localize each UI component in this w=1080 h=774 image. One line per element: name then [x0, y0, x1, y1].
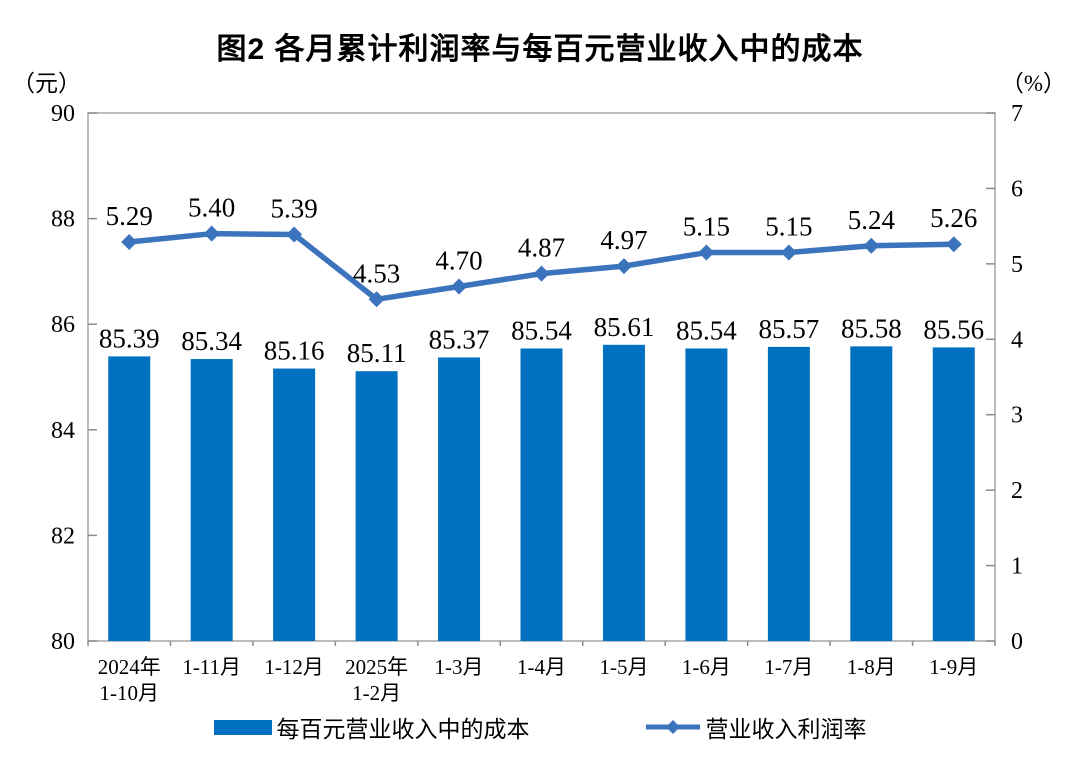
legend: 每百元营业收入中的成本 营业收入利润率 — [0, 710, 1080, 744]
line-marker-diamond — [203, 225, 220, 242]
line-marker-diamond — [121, 233, 138, 250]
line-value-label: 5.24 — [848, 205, 896, 235]
right-axis-tick-label: 7 — [1011, 101, 1023, 127]
line-marker-diamond — [698, 244, 715, 261]
left-axis-tick-label: 84 — [51, 418, 75, 444]
line-marker-diamond — [945, 236, 962, 253]
line-value-label: 4.87 — [518, 233, 565, 263]
x-category-label: 1-10月 — [99, 681, 159, 705]
right-axis-tick-label: 4 — [1011, 327, 1023, 353]
x-category-label: 1-9月 — [929, 655, 978, 679]
line-value-label: 5.15 — [683, 212, 730, 242]
right-axis-tick-label: 3 — [1011, 403, 1023, 429]
right-axis-unit-label: （%） — [1000, 71, 1066, 96]
left-axis-tick-label: 88 — [51, 207, 75, 233]
bar-value-label: 85.37 — [429, 324, 490, 354]
chart-title: 图2 各月累计利润率与每百元营业收入中的成本 — [216, 33, 864, 66]
right-axis-tick-label: 1 — [1011, 554, 1023, 580]
bar-value-label: 85.56 — [923, 314, 984, 344]
bar-value-label: 85.54 — [676, 315, 737, 345]
x-category-label: 1-5月 — [599, 655, 648, 679]
line-marker-diamond — [368, 291, 385, 308]
x-category-label: 1-11月 — [182, 655, 241, 679]
line-marker-diamond — [780, 244, 797, 261]
bar-value-label: 85.39 — [99, 323, 160, 353]
bar-value-label: 85.57 — [758, 314, 819, 344]
line-value-label: 5.40 — [188, 193, 235, 223]
legend-label-cost: 每百元营业收入中的成本 — [276, 717, 530, 742]
line-marker-diamond — [615, 258, 632, 275]
bar — [850, 346, 893, 641]
bar-value-label: 85.34 — [181, 326, 242, 356]
bar-value-label: 85.54 — [511, 315, 572, 345]
x-category-label: 1-7月 — [764, 655, 813, 679]
right-axis-tick-label: 6 — [1011, 176, 1023, 202]
left-axis-tick-label: 86 — [51, 312, 75, 338]
right-axis-tick-label: 5 — [1011, 252, 1023, 278]
line-value-label: 4.70 — [435, 245, 482, 275]
bar — [932, 347, 975, 641]
line-value-label: 5.15 — [765, 212, 812, 242]
bar — [355, 371, 398, 641]
left-axis-unit-label: （元） — [12, 71, 81, 96]
legend-bar-swatch-icon — [213, 719, 272, 735]
bar — [685, 348, 728, 641]
bar-value-label: 85.16 — [264, 336, 325, 366]
bar — [602, 344, 645, 641]
line-value-label: 5.26 — [930, 203, 977, 233]
x-category-label: 1-6月 — [682, 655, 731, 679]
x-category-label: 2025年 — [345, 655, 408, 679]
left-axis-tick-label: 82 — [51, 523, 75, 549]
bar — [438, 357, 481, 641]
right-axis-tick-label: 0 — [1011, 629, 1023, 655]
x-category-label: 1-12月 — [264, 655, 324, 679]
line-value-label: 5.39 — [271, 193, 318, 223]
line-value-label: 4.97 — [600, 225, 647, 255]
line-marker-diamond — [533, 265, 550, 282]
legend-item-cost: 每百元营业收入中的成本 — [213, 710, 530, 744]
x-category-label: 1-8月 — [847, 655, 896, 679]
x-category-label: 2024年 — [98, 655, 161, 679]
line-marker-diamond — [286, 226, 303, 243]
line-marker-diamond — [863, 237, 880, 254]
left-axis-tick-label: 80 — [51, 629, 75, 655]
line-marker-diamond — [451, 278, 468, 295]
bar — [108, 356, 151, 641]
x-category-label: 1-4月 — [517, 655, 566, 679]
bar — [190, 359, 233, 641]
bar-value-label: 85.61 — [594, 312, 655, 342]
right-axis-tick-label: 2 — [1011, 478, 1023, 504]
bar — [520, 348, 563, 641]
legend-line-swatch-icon — [645, 720, 700, 734]
x-category-label: 1-3月 — [435, 655, 484, 679]
left-axis-tick-label: 90 — [51, 101, 75, 127]
x-category-label: 1-2月 — [352, 681, 401, 705]
bar — [273, 368, 316, 641]
bar-value-label: 85.11 — [347, 338, 407, 368]
legend-item-profit-rate: 营业收入利润率 — [645, 710, 867, 744]
bar-value-label: 85.58 — [841, 313, 902, 343]
legend-label-profit-rate: 营业收入利润率 — [705, 717, 867, 742]
line-value-label: 5.29 — [106, 201, 153, 231]
line-value-label: 4.53 — [353, 258, 400, 288]
bar — [767, 346, 810, 641]
